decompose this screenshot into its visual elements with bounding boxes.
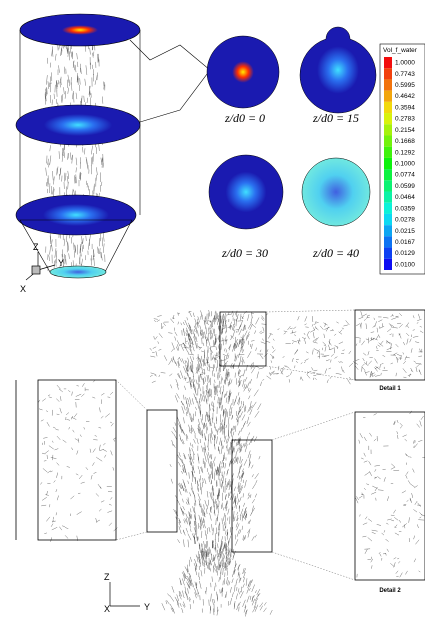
axis-triad <box>109 582 140 607</box>
axis-label: Y <box>144 602 150 612</box>
axis-label: X <box>20 284 26 294</box>
colorbar-swatch <box>384 113 392 125</box>
detail-connectors <box>115 309 356 581</box>
axis-label: Z <box>33 242 39 252</box>
slices <box>206 26 377 230</box>
colorbar-label: 0.0599 <box>395 183 415 190</box>
colorbar-swatch <box>384 79 392 91</box>
slice-label: z/d0 = 0 <box>224 111 265 125</box>
colorbar: 1.0000 0.7743 0.5995 0.4642 0.3594 0.2783 0.21… <box>384 57 415 270</box>
colorbar-label: 0.2783 <box>395 116 415 123</box>
colorbar-label: 0.0100 <box>395 261 415 268</box>
colorbar-swatch <box>384 135 392 147</box>
detail-frames <box>15 309 425 581</box>
colorbar-label: 0.0129 <box>395 250 415 257</box>
slice-label: z/d0 = 15 <box>312 111 359 125</box>
colorbar-swatch <box>384 90 392 102</box>
slice-stack <box>15 13 211 279</box>
colorbar-label: 1.0000 <box>395 60 415 67</box>
colorbar-swatch <box>384 213 392 226</box>
colorbar-label: 0.0464 <box>395 194 415 201</box>
colorbar-swatch <box>384 180 392 192</box>
colorbar-label: 0.7743 <box>395 71 415 78</box>
axis-label: Z <box>104 572 110 582</box>
colorbar-swatch <box>384 146 392 158</box>
colorbar-title: Vol_f_water <box>383 47 418 54</box>
flow-vectors <box>38 35 425 617</box>
colorbar-swatch <box>384 57 392 69</box>
colorbar-label: 0.4642 <box>395 93 415 100</box>
colorbar-swatch <box>384 202 392 214</box>
colorbar-label: 0.0215 <box>395 228 415 235</box>
colorbar-label: 0.0167 <box>395 239 415 246</box>
colorbar-swatch <box>384 247 392 259</box>
colorbar-label: 0.1668 <box>395 138 415 145</box>
axis-triad <box>25 252 56 281</box>
colorbar-swatch <box>384 68 392 80</box>
colorbar-label: 0.0359 <box>395 205 415 212</box>
colorbar-swatch <box>384 169 392 181</box>
colorbar-label: 0.1292 <box>395 149 415 156</box>
colorbar-swatch <box>384 236 392 248</box>
slice-label: z/d0 = 40 <box>312 246 359 260</box>
detail-label: Detail 2 <box>379 588 401 594</box>
slice-label: z/d0 = 30 <box>221 246 268 260</box>
colorbar-swatch <box>384 157 392 170</box>
axis-label: X <box>104 604 110 614</box>
detail-label: Detail 1 <box>379 386 401 392</box>
colorbar-label: 0.3594 <box>395 104 415 111</box>
vector-field <box>38 35 425 617</box>
colorbar-label: 0.0278 <box>395 217 415 224</box>
colorbar-label: 0.5995 <box>395 82 415 89</box>
colorbar-label: 0.0774 <box>395 172 415 179</box>
colorbar-swatch <box>384 101 392 114</box>
colorbar-label: 0.1000 <box>395 161 415 168</box>
colorbar-swatch <box>384 191 392 203</box>
colorbar-swatch <box>384 258 392 270</box>
colorbar-swatch <box>384 225 392 237</box>
colorbar-swatch <box>384 124 392 136</box>
colorbar-label: 0.2154 <box>395 127 415 134</box>
axis-label: Y <box>58 258 64 268</box>
